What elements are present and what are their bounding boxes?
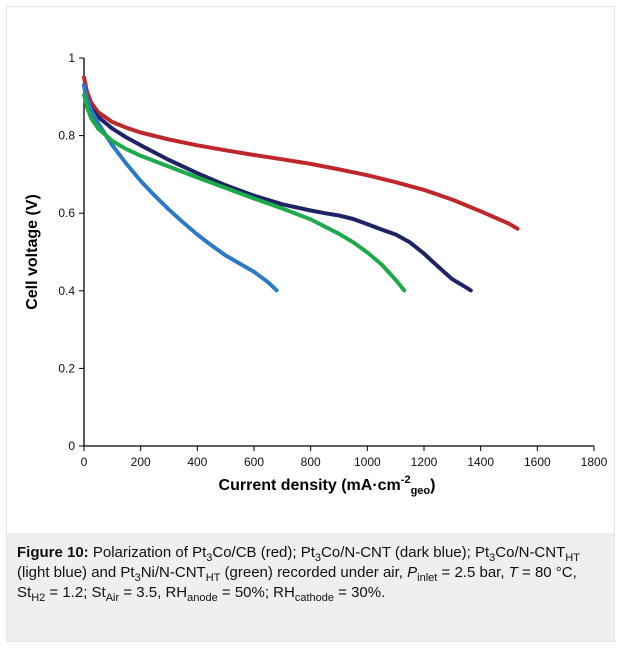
polarization-chart: 0 0.2 0.4 0.6 0.8 1 0 200 400 600 800 1000 1200 1400 1… [24,51,608,497]
caption-sub-2: 3 [314,552,322,564]
caption-label: Figure 10: [17,544,89,561]
x-tick-label: 1400 [467,455,494,469]
caption-sub-7: inlet [417,572,438,584]
x-tick-label: 0 [81,455,88,469]
caption-text-1: Polarization of Pt [88,544,207,561]
caption-text-8: = 2.5 bar, [437,564,509,581]
caption-text-7: (green) recorded under air, [220,564,408,581]
x-tick-label: 200 [131,455,151,469]
caption-sub-6: HT [205,572,221,584]
axes [79,57,595,451]
figure-caption: Figure 10: Polarization of Pt3Co/CB (red… [7,533,614,641]
x-axis-title: Current density (mA·cm-2geo) [219,474,436,497]
caption-text-2: Co/CB (red); Pt [212,544,315,561]
series-line-red [82,75,520,231]
caption-sub-1: 3 [206,552,213,564]
y-axis-title: Cell voltage (V) [24,194,41,310]
caption-text-13: = 30%. [334,584,386,601]
caption-sub-8: H2 [31,592,46,604]
y-tick-label: 0.8 [58,129,75,143]
labels: 0 0.2 0.4 0.6 0.8 1 0 200 400 600 800 1000 1200 1400 1… [24,51,608,497]
x-tick-label: 600 [244,455,264,469]
caption-text-3: Co/N-CNT (dark blue); Pt [321,544,490,561]
caption-sub-10: anode [187,592,218,604]
caption-text-11: = 3.5, RH [119,584,188,601]
y-tick-label: 0.2 [58,361,75,375]
x-tick-label: 400 [187,455,207,469]
y-tick-label: 0.4 [58,284,75,298]
series-group [82,75,520,293]
series-line-dark-blue [82,83,473,293]
y-tick-label: 0.6 [58,206,75,220]
caption-sub-9: Air [105,592,120,604]
x-tick-label: 1600 [524,455,551,469]
caption-text-6: Ni/N-CNT [140,564,206,581]
caption-sub-11: cathode [294,592,334,604]
caption-sub-4: HT [565,552,580,564]
y-tick-label: 1 [68,51,75,65]
x-tick-label: 1000 [354,455,381,469]
plot-area: 0 0.2 0.4 0.6 0.8 1 0 200 400 600 800 1000 1200 1400 1… [6,6,615,526]
caption-sub-5: 3 [134,572,141,584]
caption-text-5: (light blue) and Pt [17,564,135,581]
caption-text-12: = 50%; RH [217,584,295,601]
caption-italic-p: P [407,564,418,581]
y-tick-label: 0 [68,439,75,453]
x-tick-label: 800 [301,455,321,469]
caption-text-10: = 1.2; St [45,584,106,601]
caption-text-4: Co/N-CNT [495,544,566,561]
x-tick-label: 1800 [581,455,608,469]
series-line-light-blue [82,83,279,293]
series-line-green [82,92,407,293]
caption-text-9: = 80 °C, St [17,564,577,601]
x-tick-label: 1200 [411,455,438,469]
caption-sub-3: 3 [489,552,496,564]
caption-italic-t: T [508,564,518,581]
